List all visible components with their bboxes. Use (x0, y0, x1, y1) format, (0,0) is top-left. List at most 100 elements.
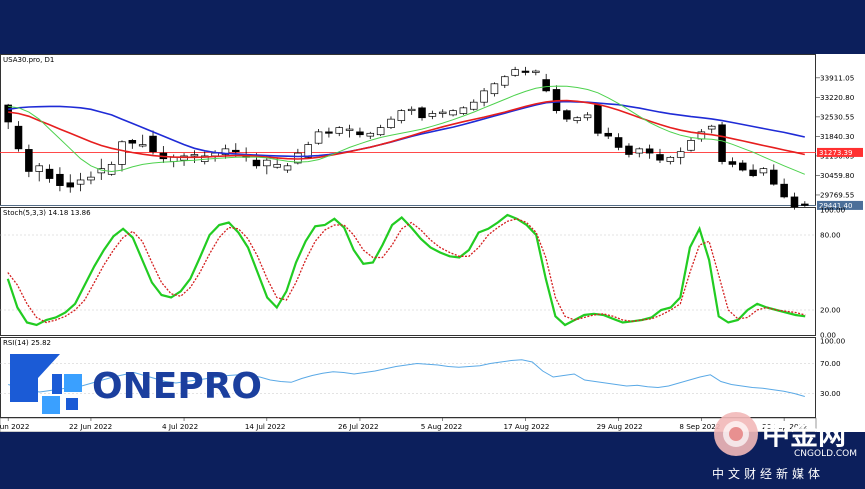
chart-frame: 33911.0533220.8032530.5531840.3031150.05… (0, 54, 865, 433)
bull-candle (87, 176, 95, 181)
bull-candle (107, 164, 116, 175)
onepro-mark-icon (10, 354, 82, 414)
bear-candle (25, 149, 33, 172)
bull-candle (459, 107, 468, 114)
price-tick-label: 32530.55 (820, 112, 854, 121)
bear-candle (149, 135, 157, 153)
x-axis: 10 Jun 2022 22 Jun 2022 4 Jul 2022 14 Jul 2… (0, 418, 808, 431)
x-tick-label: 10 Jun 2022 (0, 422, 29, 431)
bull-candle (583, 114, 592, 119)
reference-price-badge (817, 147, 863, 157)
bull-candle (304, 144, 312, 158)
bull-candle (687, 140, 695, 151)
bear-candle (521, 70, 530, 73)
stoch-tick-label: 100.00 (820, 206, 846, 215)
bear-candle (56, 173, 64, 186)
price-plot (4, 66, 809, 210)
bear-candle (325, 131, 333, 134)
bear-candle (614, 137, 623, 148)
bull-candle (283, 165, 292, 171)
bull-candle (635, 148, 644, 154)
cngold-coin-icon (714, 412, 758, 456)
bear-candle (232, 149, 240, 153)
stoch-tick-label: 0.00 (820, 331, 836, 340)
bear-candle (128, 140, 137, 144)
moving-average-line (8, 99, 805, 160)
bear-candle (66, 182, 75, 188)
x-tick-label: 14 Jul 2022 (245, 422, 286, 431)
x-tick-label: 29 Aug 2022 (597, 422, 643, 431)
watermark-domain: CNGOLD.COM (794, 449, 857, 459)
price-tick-label: 33220.80 (820, 93, 855, 102)
bull-candle (707, 125, 716, 130)
bear-candle (780, 183, 788, 198)
stoch-main-line (6, 213, 806, 327)
bull-candle (397, 110, 406, 121)
watermark-logo-text: 中金网 (762, 418, 846, 451)
x-tick-label: 4 Jul 2022 (162, 422, 198, 431)
cngold-watermark: 中金网 CNGOLD.COM 中文财经新媒体 (710, 408, 860, 484)
bull-candle (211, 152, 219, 157)
bear-candle (14, 125, 23, 150)
bear-candle (790, 196, 799, 208)
bear-candle (728, 161, 737, 165)
stoch-panel-title: Stoch(5,3,3) 14.18 13.86 (3, 209, 91, 217)
bull-candle (501, 76, 509, 86)
x-tick-label: 8 Sep 2022 (679, 422, 720, 431)
bull-candle (345, 128, 354, 131)
bear-candle (718, 124, 726, 162)
bear-candle (656, 154, 664, 161)
bear-candle (749, 169, 757, 177)
rsi-tick-label: 30.00 (820, 389, 841, 398)
bull-candle (376, 127, 385, 136)
bull-candle (273, 164, 281, 168)
price-tick-label: 30459.80 (820, 171, 855, 180)
x-tick-label: 22 Jun 2022 (69, 422, 112, 431)
bear-candle (563, 110, 571, 120)
stoch-tick-label: 20.00 (820, 306, 841, 315)
bull-candle (263, 159, 271, 167)
bear-candle (45, 168, 54, 179)
bear-candle (801, 203, 809, 206)
stoch-signal-line (7, 218, 806, 324)
bear-candle (645, 148, 654, 154)
moving-average-line (8, 85, 805, 175)
bear-candle (738, 162, 747, 171)
onepro-logo: ONEPRO (10, 354, 262, 414)
price-axis: 33911.0533220.8032530.5531840.3031150.05… (816, 73, 863, 210)
bear-candle (625, 145, 633, 155)
current-price-label: 29441.40 (819, 202, 852, 210)
bull-candle (35, 165, 43, 172)
bear-candle (252, 159, 261, 167)
price-tick-label: 29769.55 (820, 190, 854, 199)
x-tick-label: 5 Aug 2022 (421, 422, 462, 431)
bull-candle (480, 90, 488, 103)
brand-name: ONEPRO (92, 366, 262, 407)
bull-candle (666, 156, 675, 162)
price-tick-label: 31840.30 (820, 132, 855, 141)
stoch-panel-frame (0, 207, 816, 336)
bear-candle (770, 169, 778, 185)
bull-candle (118, 141, 126, 165)
bear-candle (4, 104, 12, 123)
rsi-line (8, 359, 805, 397)
reference-price-label: 31273.39 (819, 149, 852, 157)
x-tick-label: 20 Sep 2022 (762, 422, 808, 431)
bull-candle (532, 70, 540, 73)
stoch-plot: 100.00 80.00 20.00 0.00 (0, 206, 846, 340)
bull-candle (490, 83, 499, 95)
rsi-tick-label: 100.00 (820, 337, 846, 346)
rsi-tick-label: 70.00 (820, 359, 841, 368)
watermark-tagline: 中文财经新媒体 (712, 466, 824, 481)
bull-candle (449, 110, 457, 116)
bull-candle (190, 154, 199, 157)
bull-candle (314, 131, 323, 144)
stoch-tick-label: 80.00 (820, 231, 841, 240)
bear-candle (356, 131, 364, 136)
bear-candle (594, 104, 602, 134)
bull-candle (676, 151, 685, 158)
rsi-panel-title: RSI(14) 25.82 (3, 339, 51, 347)
bull-candle (366, 132, 375, 137)
bear-candle (418, 107, 426, 119)
rsi-panel-frame (0, 337, 816, 418)
